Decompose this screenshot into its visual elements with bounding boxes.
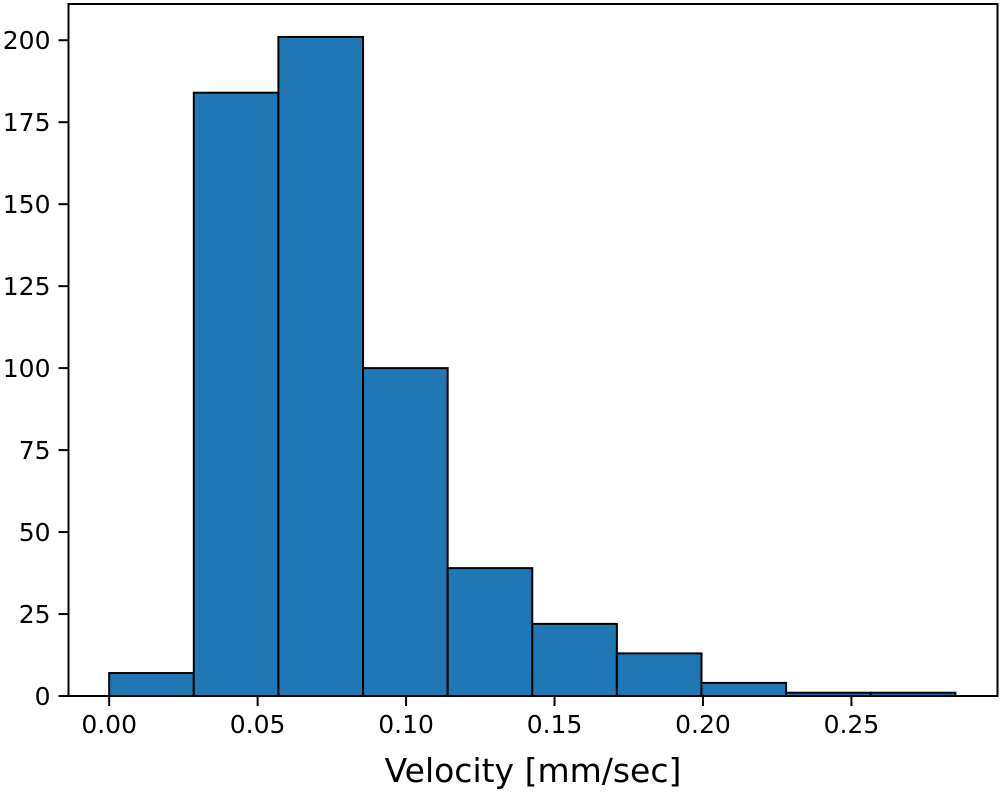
y-tick-label: 150 — [3, 190, 51, 219]
histogram-bar — [192, 91, 280, 697]
bars-group — [108, 35, 957, 698]
ticks-group — [58, 39, 853, 706]
tick-labels-group: 0.00 0.05 0.10 0.15 0.20 0.25 0 25 50 75 100 125 150… — [3, 26, 879, 739]
histogram-bar — [531, 622, 618, 697]
histogram-bar — [700, 681, 788, 698]
y-tick-label: 100 — [3, 354, 51, 383]
histogram-bar — [108, 672, 195, 697]
x-tick-label: 0.10 — [378, 710, 434, 739]
y-tick-label: 125 — [3, 272, 51, 301]
y-tick-label: 25 — [19, 600, 51, 629]
x-tick-label: 0.05 — [230, 710, 286, 739]
x-tick-label: 0.00 — [81, 710, 137, 739]
y-tick-label: 75 — [19, 436, 51, 465]
x-axis-label: Velocity [mm/sec] — [385, 751, 682, 790]
x-tick-label: 0.20 — [675, 710, 731, 739]
y-tick-label: 50 — [19, 518, 51, 547]
histogram-bar — [446, 567, 534, 698]
x-tick-label: 0.15 — [527, 710, 583, 739]
y-tick-label: 200 — [3, 26, 51, 55]
plot-border — [67, 3, 999, 697]
histogram-bar — [277, 35, 365, 697]
histogram-bar — [615, 652, 703, 698]
y-tick-label: 175 — [3, 108, 51, 137]
y-tick-label: 0 — [35, 682, 51, 711]
histogram-bar — [362, 367, 449, 697]
x-tick-label: 0.25 — [824, 710, 880, 739]
